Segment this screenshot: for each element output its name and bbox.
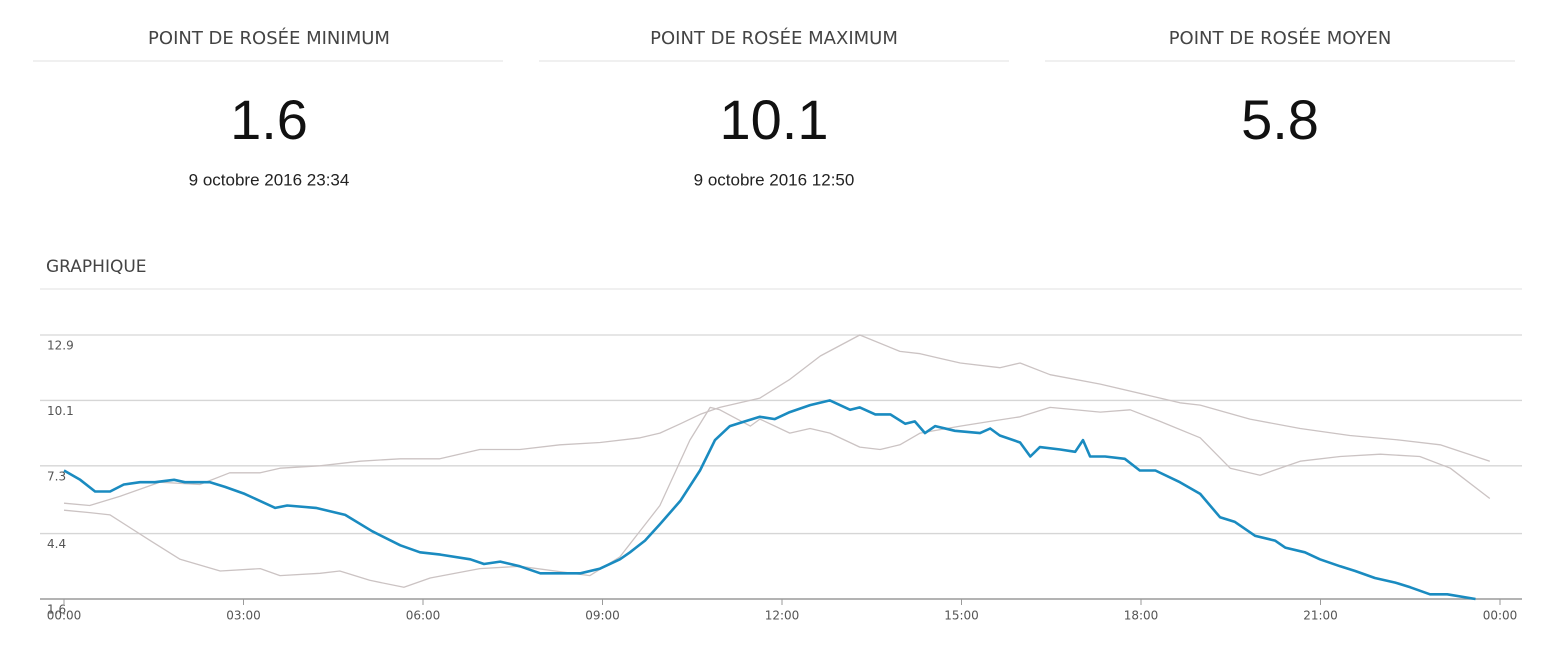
series-line — [63, 406, 1491, 588]
card-title: POINT DE ROSÉE MAXIMUM — [650, 27, 898, 49]
x-tick-label: 09:00 — [585, 609, 620, 623]
card-date: 9 octobre 2016 23:34 — [189, 170, 350, 189]
x-tick-label: 18:00 — [1124, 609, 1159, 623]
y-tick-label: 12.9 — [47, 339, 74, 353]
card-title: POINT DE ROSÉE MINIMUM — [148, 27, 390, 49]
x-tick-label: 15:00 — [944, 609, 979, 623]
chart: 1.6 4.4 7.3 10.1 12.9 00:00 03:00 06:00 09:00 12:… — [40, 334, 1522, 623]
y-tick-label: 4.4 — [47, 537, 66, 551]
y-tick-label: 1.6 — [47, 603, 66, 617]
x-tick-label: 00:00 — [1483, 609, 1518, 623]
x-tick-label: 03:00 — [226, 609, 261, 623]
series-line — [63, 334, 1491, 507]
stat-card: POINT DE ROSÉE MAXIMUM 10.1 9 octobre 20… — [539, 27, 1009, 189]
x-tick-label: 12:00 — [765, 609, 800, 623]
card-title: POINT DE ROSÉE MOYEN — [1169, 27, 1392, 49]
card-value: 1.6 — [230, 88, 308, 151]
y-tick-label: 7.3 — [47, 469, 66, 483]
stat-card: POINT DE ROSÉE MOYEN 5.8 — [1045, 27, 1515, 151]
card-value: 10.1 — [720, 88, 829, 151]
x-tick-label: 06:00 — [406, 609, 441, 623]
stat-card: POINT DE ROSÉE MINIMUM 1.6 9 octobre 201… — [33, 27, 503, 189]
section-title: GRAPHIQUE — [46, 257, 147, 277]
x-tick-label: 00:00 — [47, 609, 82, 623]
x-tick-label: 21:00 — [1303, 609, 1338, 623]
series-line — [63, 399, 1476, 601]
card-date: 9 octobre 2016 12:50 — [694, 170, 855, 189]
card-value: 5.8 — [1241, 88, 1319, 151]
y-tick-label: 10.1 — [47, 404, 74, 418]
